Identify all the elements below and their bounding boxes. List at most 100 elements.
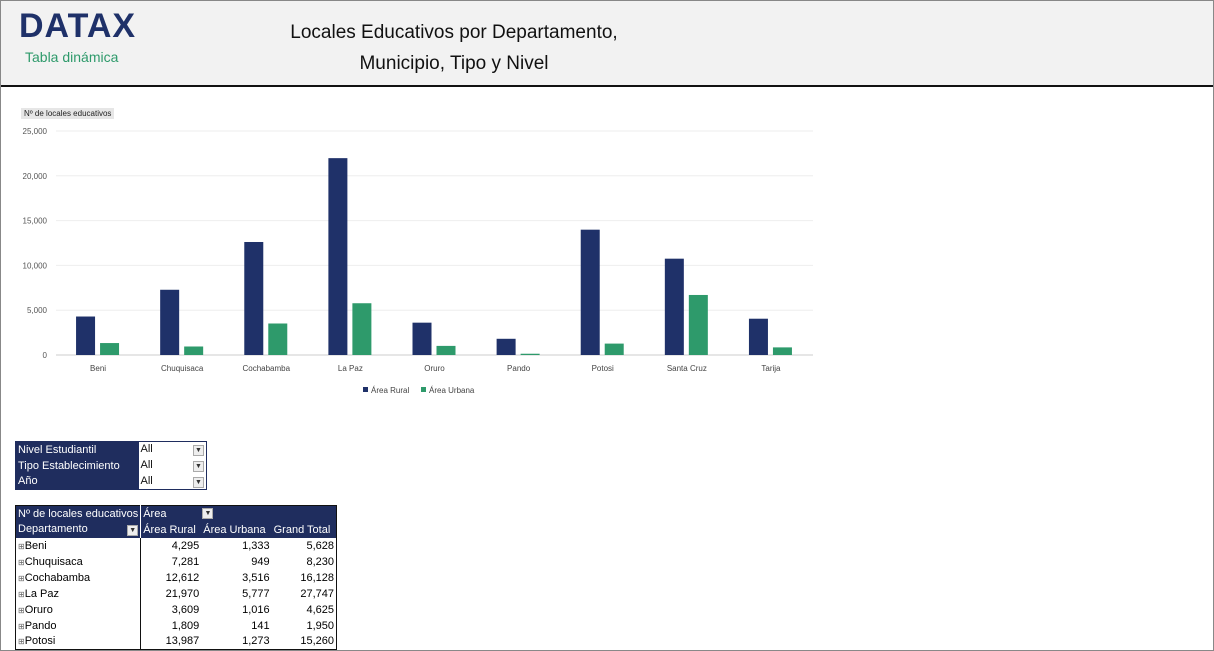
total-value: 15,260 xyxy=(300,635,334,648)
datax-logo: DATAX xyxy=(19,7,137,45)
bar-urbana[interactable] xyxy=(100,343,120,355)
row-label[interactable]: ⊞Potosi xyxy=(15,633,142,650)
legend-label[interactable]: Área Urbana xyxy=(429,386,475,395)
x-tick-label: Santa Cruz xyxy=(667,364,707,373)
title-line-1: Locales Educativos por Departamento, xyxy=(290,22,618,43)
row-label[interactable]: ⊞Chuquisaca xyxy=(15,553,142,570)
rural-value: 4,295 xyxy=(171,539,200,552)
bar-rural[interactable] xyxy=(76,316,96,355)
subtitle: Tabla dinámica xyxy=(25,49,119,65)
legend-swatch xyxy=(363,387,368,392)
bar-urbana[interactable] xyxy=(184,346,204,355)
bar-rural[interactable] xyxy=(664,258,684,355)
row-label[interactable]: ⊞La Paz xyxy=(15,585,142,602)
area-filter[interactable]: Área ▼ xyxy=(140,505,337,522)
x-tick-label: Beni xyxy=(90,364,106,373)
bar-urbana[interactable] xyxy=(436,345,456,355)
filter-row: Nivel Estudiantil All ▼ xyxy=(15,441,207,458)
table-row: ⊞Beni 4,295 1,333 5,628 xyxy=(15,537,337,554)
bar-urbana[interactable] xyxy=(520,353,540,355)
x-tick-label: Tarija xyxy=(761,364,781,373)
department-name: Beni xyxy=(24,539,47,552)
row-field-label: Departamento xyxy=(18,523,88,535)
bar-urbana[interactable] xyxy=(268,323,288,355)
filter-table: Nivel Estudiantil All ▼ Tipo Establecimient… xyxy=(15,441,207,490)
urban-value: 949 xyxy=(251,555,270,568)
bar-chart[interactable]: 0 5,000 10,000 15,000 20,000 25,000 Beni Chuqui… xyxy=(1,121,831,406)
bar-rural[interactable] xyxy=(748,318,768,355)
total-value: 5,628 xyxy=(306,539,334,552)
total-value: 16,128 xyxy=(300,571,334,584)
dropdown-icon[interactable]: ▼ xyxy=(193,461,204,472)
col-header: Grand Total xyxy=(271,521,337,538)
total-value: 8,230 xyxy=(306,555,334,568)
rural-value: 13,987 xyxy=(165,635,200,648)
measure-header: Nº de locales educativos xyxy=(15,505,142,522)
row-field-header[interactable]: Departamento ▼ xyxy=(15,521,142,538)
bar-urbana[interactable] xyxy=(352,303,372,355)
table-row: ⊞Oruro 3,609 1,016 4,625 xyxy=(15,601,337,618)
y-tick-label: 10,000 xyxy=(23,261,48,270)
dropdown-icon[interactable]: ▼ xyxy=(202,508,214,520)
page-title: Locales Educativos por Departamento, Muni… xyxy=(254,17,654,79)
bar-rural[interactable] xyxy=(244,241,264,355)
filter-value[interactable]: All ▼ xyxy=(139,458,207,474)
bar-rural[interactable] xyxy=(328,158,348,355)
col-field-label: Área xyxy=(143,507,167,520)
x-tick-label: La Paz xyxy=(338,364,363,373)
bar-rural[interactable] xyxy=(496,338,516,355)
dropdown-icon[interactable]: ▼ xyxy=(127,525,139,536)
dropdown-icon[interactable]: ▼ xyxy=(193,476,204,488)
filter-value[interactable]: All ▼ xyxy=(139,474,207,490)
urban-value: 1,333 xyxy=(242,539,270,552)
row-label[interactable]: ⊞Cochabamba xyxy=(15,569,142,586)
table-row: ⊞Potosi 13,987 1,273 15,260 xyxy=(15,633,337,650)
department-name: La Paz xyxy=(24,587,59,600)
expand-icon[interactable]: ⊞ xyxy=(18,589,25,599)
filter-row: Tipo Establecimiento All ▼ xyxy=(15,457,207,474)
table-row: ⊞Chuquisaca 7,281 949 8,230 xyxy=(15,553,337,570)
row-label[interactable]: ⊞Pando xyxy=(15,617,142,634)
expand-icon[interactable]: ⊞ xyxy=(18,605,25,615)
filter-label: Año xyxy=(15,473,139,490)
bar-urbana[interactable] xyxy=(772,347,792,355)
urban-value: 5,777 xyxy=(242,587,270,600)
legend-label[interactable]: Área Rural xyxy=(371,386,409,395)
bar-rural[interactable] xyxy=(412,322,432,355)
rural-value: 7,281 xyxy=(171,555,200,568)
x-tick-label: Pando xyxy=(507,364,531,373)
total-value: 4,625 xyxy=(306,603,334,616)
filter-label: Nivel Estudiantil xyxy=(15,441,139,458)
chart-title[interactable]: Nº de locales educativos xyxy=(21,108,115,119)
urban-value: 1,273 xyxy=(242,635,270,648)
title-line-2: Municipio, Tipo y Nivel xyxy=(359,53,549,74)
filter-row: Año All ▼ xyxy=(15,473,207,490)
bar-rural[interactable] xyxy=(580,229,600,355)
expand-icon[interactable]: ⊞ xyxy=(18,637,25,647)
bar-rural[interactable] xyxy=(160,289,180,355)
total-value: 1,950 xyxy=(306,619,334,632)
expand-icon[interactable]: ⊞ xyxy=(18,541,25,551)
header: DATAX Tabla dinámica Locales Educativos … xyxy=(1,1,1213,87)
filter-value-text: All xyxy=(140,459,153,471)
table-row: ⊞Pando 1,809 141 1,950 xyxy=(15,617,337,634)
bar-urbana[interactable] xyxy=(688,294,708,355)
expand-icon[interactable]: ⊞ xyxy=(18,621,25,631)
department-name: Cochabamba xyxy=(24,571,91,584)
x-tick-label: Chuquisaca xyxy=(161,364,204,373)
bar-urbana[interactable] xyxy=(604,343,624,355)
dropdown-icon[interactable]: ▼ xyxy=(193,445,204,457)
rural-value: 1,809 xyxy=(171,619,200,632)
expand-icon[interactable]: ⊞ xyxy=(18,557,25,567)
expand-icon[interactable]: ⊞ xyxy=(18,573,25,583)
col-header: Área Urbana xyxy=(201,521,272,538)
y-tick-label: 0 xyxy=(43,351,48,360)
filter-value[interactable]: All ▼ xyxy=(139,442,207,458)
filter-value-text: All xyxy=(140,474,153,487)
row-label[interactable]: ⊞Oruro xyxy=(15,601,142,618)
y-tick-label: 25,000 xyxy=(23,127,48,136)
rural-value: 3,609 xyxy=(171,603,200,616)
urban-value: 3,516 xyxy=(242,571,270,584)
department-name: Oruro xyxy=(24,603,53,616)
row-label[interactable]: ⊞Beni xyxy=(15,537,142,554)
